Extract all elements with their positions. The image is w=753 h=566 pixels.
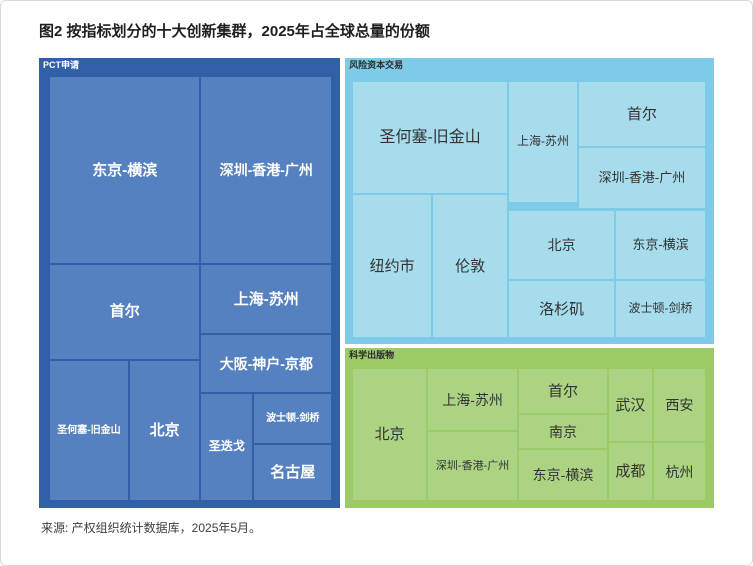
treemap-cell: 深圳-香港-广州 [427,431,519,502]
treemap-cell: 大阪-神户-京都 [200,334,333,394]
treemap-cell: 首尔 [518,368,608,415]
treemap-chart: PCT申请 东京-横滨 深圳-香港-广州 首尔 上海-苏州 大阪-神户-京都 圣何塞-旧金… [39,58,714,509]
panel-cells: 东京-横滨 深圳-香港-广州 首尔 上海-苏州 大阪-神户-京都 圣何塞-旧金山 北京 圣迭戈… [49,76,333,502]
treemap-cell: 洛杉矶 [508,280,616,339]
panel-title-venture-capital-deals: 风险资本交易 [349,60,404,71]
treemap-panel-pct-applications: PCT申请 东京-横滨 深圳-香港-广州 首尔 上海-苏州 大阪-神户-京都 圣何塞-旧金… [39,58,341,509]
treemap-cell: 西安 [652,368,706,443]
treemap-cell: 武汉 [607,368,653,443]
treemap-cell: 东京-横滨 [49,76,201,265]
treemap-cell: 圣何塞-旧金山 [49,360,129,502]
treemap-panel-venture-capital-deals: 风险资本交易 圣何塞-旧金山 上海-苏州 首尔 深圳-香港-广州纽约市 伦敦 北京 东京-横… [345,58,714,345]
treemap-cell: 首尔 [577,81,706,148]
treemap-cell: 北京 [352,368,428,502]
treemap-cell: 东京-横滨 [518,449,608,502]
source-note: 来源: 产权组织统计数据库，2025年5月。 [41,521,262,536]
treemap-cell: 纽约市 [352,194,433,339]
treemap-cell: 上海-苏州 [427,368,519,432]
panel-cells: 北京 上海-苏州 深圳-香港-广州 首尔 南京 东京-横滨 武汉 西安 成都 杭州 [352,368,706,502]
figure-title: 图2 按指标划分的十大创新集群，2025年占全球总量的份额 [39,23,430,40]
treemap-cell: 伦敦 [432,194,509,339]
treemap-cell: 深圳-香港-广州 [200,76,333,265]
treemap-cell: 首尔 [49,264,201,361]
treemap-cell: 南京 [518,414,608,450]
treemap-cell: 波士顿-剑桥 [253,393,333,445]
treemap-cell: 杭州 [652,442,706,502]
treemap-cell: 东京-横滨 [615,210,706,281]
treemap-cell: 深圳-香港-广州 [577,147,706,210]
treemap-cell: 北京 [128,360,201,502]
treemap-cell: 上海-苏州 [508,81,578,204]
panel-title-pct-applications: PCT申请 [43,60,80,71]
treemap-cell: 圣迭戈 [200,393,254,502]
panel-title-scientific-publications: 科学出版物 [349,350,395,361]
treemap-cell: 成都 [607,442,653,502]
treemap-cell: 名古屋 [253,444,333,502]
treemap-panel-scientific-publications: 科学出版物 北京 上海-苏州 深圳-香港-广州 首尔 南京 东京-横滨 武汉 西安 成都 杭州 [345,348,714,509]
treemap-cell: 圣何塞-旧金山 [352,81,509,195]
right-column: 风险资本交易 圣何塞-旧金山 上海-苏州 首尔 深圳-香港-广州 纽约市 伦敦 北京 东京-横… [345,58,714,509]
treemap-cell: 上海-苏州 [200,264,333,335]
panel-cells: 圣何塞-旧金山 上海-苏州 首尔 深圳-香港-广州纽约市 伦敦 北京 东京-横滨 洛杉矶 波士顿… [352,81,706,339]
treemap-cell: 波士顿-剑桥 [615,280,706,339]
treemap-cell: 北京 [508,210,616,281]
